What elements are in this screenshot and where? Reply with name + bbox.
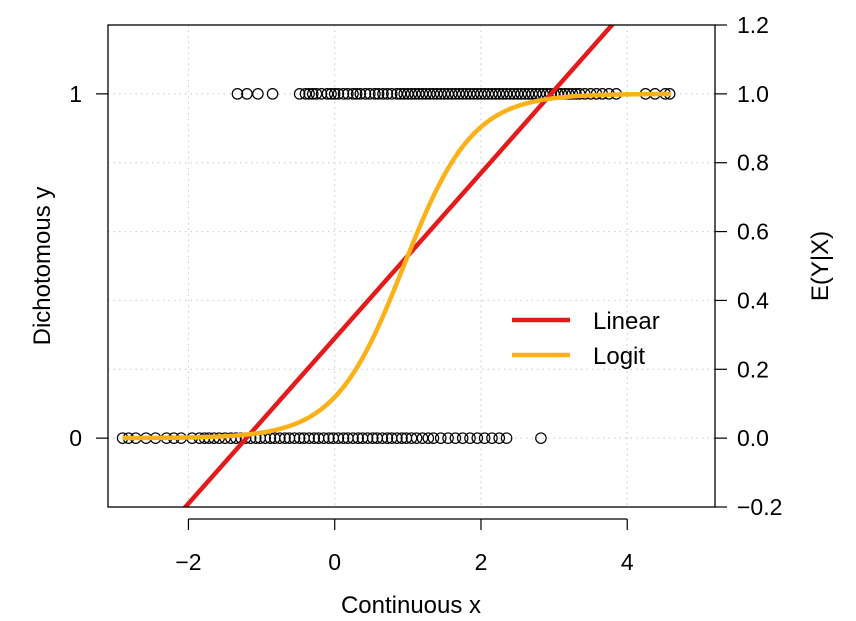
data-point-y0 [456, 432, 469, 444]
y-right-tick-label: 0.8 [737, 150, 769, 176]
data-point-y0 [471, 432, 484, 444]
axes: −2 0 2 4 0 1 −0.2 0.0 0.2 0.4 0.6 0.8 1.0 1.2 [69, 12, 782, 575]
logit-fit-curve [122, 91, 672, 441]
data-point-y0 [308, 432, 321, 444]
data-point-y0 [317, 432, 330, 444]
data-point-y1 [332, 88, 345, 100]
data-point-y1 [377, 88, 389, 100]
data-point-y0 [478, 432, 491, 444]
y-left-tick-label: 1 [69, 81, 82, 107]
data-point-y0 [230, 432, 242, 444]
data-point-y1 [266, 88, 279, 100]
data-point-y0 [279, 432, 291, 444]
data-point-y0 [332, 432, 345, 444]
data-point-y0 [486, 432, 498, 444]
y-axis-title-right: E(Y|X) [807, 231, 834, 301]
x-tick-label: 4 [621, 549, 634, 575]
data-point-y1 [315, 88, 328, 100]
data-point-y0 [391, 432, 403, 444]
data-point-y0 [434, 432, 447, 444]
data-point-y1 [328, 88, 341, 100]
y-axis-title-left: Dichotomous y [29, 187, 56, 346]
data-point-y0 [274, 432, 286, 444]
plot-frame [107, 24, 716, 508]
data-point-y1 [252, 88, 264, 100]
data-point-y0 [500, 432, 513, 444]
y-left-tick-label: 0 [69, 425, 82, 451]
y-right-tick-label: 1.2 [737, 12, 769, 38]
data-point-y0 [381, 432, 394, 444]
y-right-tick-label: 1.0 [737, 81, 769, 107]
data-point-y0 [376, 432, 389, 444]
x-tick-label: 2 [475, 549, 488, 575]
data-point-y1 [231, 88, 244, 100]
data-point-y0 [293, 432, 306, 444]
data-point-y0 [442, 432, 454, 444]
legend: Linear Logit [512, 308, 660, 370]
fit-lines [122, 25, 672, 507]
y-right-tick-label: 0.4 [737, 287, 769, 313]
data-point-y0 [449, 432, 462, 444]
data-point-y0 [464, 432, 476, 444]
data-point-y0 [493, 432, 506, 444]
data-point-y1 [381, 88, 394, 100]
y-right-tick-label: −0.2 [737, 494, 782, 520]
data-point-y0 [410, 432, 423, 444]
data-point-y0 [535, 432, 547, 444]
data-point-y1 [325, 88, 337, 100]
data-point-y1 [364, 88, 376, 100]
data-point-y0 [288, 432, 301, 444]
data-point-y1 [385, 88, 398, 100]
data-point-y0 [347, 432, 359, 444]
data-point-y1 [306, 88, 319, 100]
data-point-y0 [361, 432, 374, 444]
x-tick-label: 0 [328, 549, 341, 575]
data-point-y0 [396, 432, 408, 444]
data-point-y0 [352, 432, 364, 444]
x-tick-label: −2 [175, 549, 201, 575]
data-point-y1 [293, 88, 306, 100]
data-point-y1 [303, 88, 315, 100]
data-point-y0 [366, 432, 379, 444]
data-point-y0 [323, 432, 335, 444]
data-point-y1 [350, 88, 363, 100]
y-right-tick-label: 0.0 [737, 425, 769, 451]
data-point-y1 [354, 88, 367, 100]
data-point-y0 [427, 432, 440, 444]
legend-label-linear: Linear [593, 308, 660, 335]
x-axis-title: Continuous x [341, 592, 481, 619]
data-point-y1 [347, 88, 359, 100]
y-right-tick-label: 0.6 [737, 219, 769, 245]
legend-label-logit: Logit [593, 343, 645, 370]
data-point-y1 [359, 88, 372, 100]
data-point-y1 [372, 88, 385, 100]
data-point-y0 [303, 432, 315, 444]
data-point-y0 [337, 432, 350, 444]
data-point-y0 [422, 432, 435, 444]
y-right-tick-label: 0.2 [737, 356, 769, 382]
data-point-y1 [342, 88, 354, 100]
data-point-y1 [337, 88, 350, 100]
data-point-y1 [369, 88, 381, 100]
